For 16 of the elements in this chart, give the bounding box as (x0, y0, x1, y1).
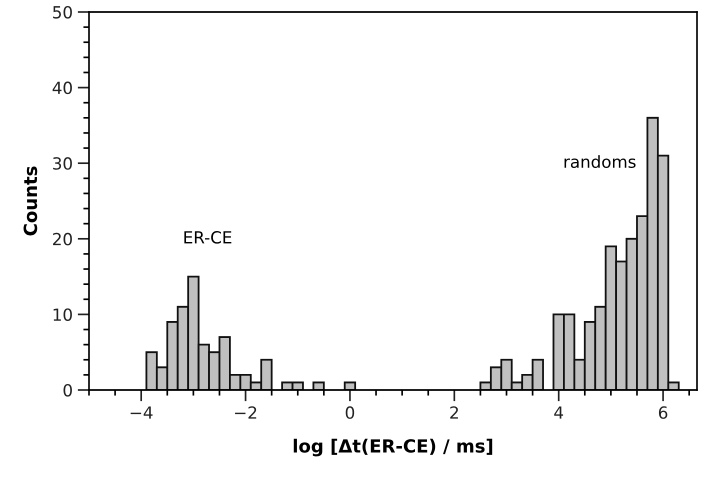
y-tick-label: 50 (53, 6, 72, 19)
y-axis-title: Counts (24, 166, 38, 236)
y-tick-label: 20 (53, 232, 72, 246)
x-tick-label: −4 (130, 406, 153, 419)
x-tick-label: 2 (450, 406, 458, 419)
y-tick-label: 10 (54, 308, 72, 321)
y-tick-label: 40 (52, 82, 72, 94)
y-tick-label: 30 (53, 157, 72, 170)
x-tick-label: −2 (235, 406, 256, 419)
x-tick-label: 4 (554, 406, 564, 419)
y-tick-label: 0 (64, 384, 72, 397)
x-tick-label: 6 (658, 406, 668, 419)
annotation: ER-CE (184, 231, 232, 244)
x-tick-label: 0 (346, 406, 354, 419)
annotation: randoms (564, 155, 636, 168)
x-axis-title: log [Δt(ER-CE) / ms] (294, 438, 492, 456)
